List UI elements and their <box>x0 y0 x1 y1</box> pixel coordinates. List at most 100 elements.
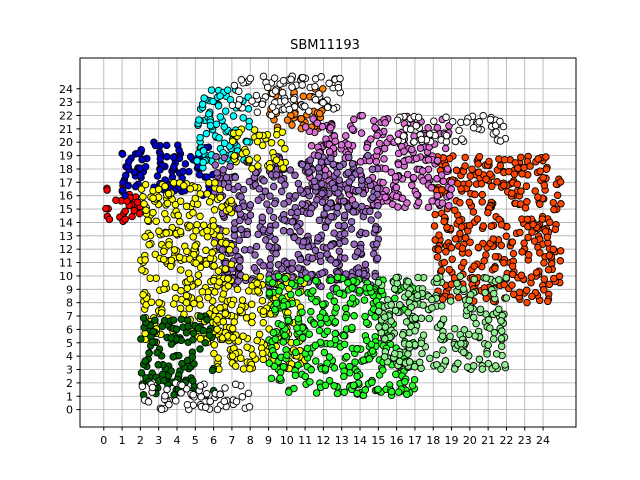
scatter-point <box>144 216 152 225</box>
scatter-point <box>199 326 208 335</box>
scatter-point <box>189 390 197 399</box>
scatter-point <box>362 229 370 238</box>
scatter-point <box>210 239 219 247</box>
scatter-point <box>416 144 425 152</box>
scatter-point <box>301 372 310 381</box>
scatter-point <box>217 253 226 261</box>
scatter-point <box>453 279 461 288</box>
x-tick-label: 14 <box>353 434 367 447</box>
scatter-point <box>312 297 320 306</box>
scatter-point <box>181 160 190 168</box>
scatter-point <box>447 243 456 252</box>
scatter-point <box>301 123 310 131</box>
scatter-point <box>414 273 422 282</box>
scatter-point <box>169 153 178 162</box>
scatter-point <box>358 202 366 211</box>
scatter-point <box>169 316 178 324</box>
scatter-point <box>348 159 357 168</box>
scatter-point <box>155 227 163 235</box>
scatter-point <box>157 309 166 317</box>
scatter-point <box>210 349 218 358</box>
scatter-point <box>145 240 153 249</box>
scatter-point <box>509 290 518 298</box>
scatter-point <box>463 363 472 371</box>
scatter-point <box>468 165 476 173</box>
scatter-point <box>102 204 110 213</box>
scatter-point <box>379 366 387 374</box>
scatter-point <box>367 216 375 224</box>
scatter-point <box>403 199 411 207</box>
scatter-point <box>175 253 184 262</box>
scatter-point <box>182 329 191 337</box>
scatter-point <box>500 280 508 289</box>
scatter-point <box>180 182 188 190</box>
scatter-point <box>194 271 203 279</box>
scatter-point <box>189 209 197 217</box>
scatter-point <box>348 125 357 133</box>
scatter-point <box>317 282 325 291</box>
scatter-point <box>522 286 531 295</box>
scatter-point <box>239 365 248 373</box>
scatter-point <box>460 258 468 267</box>
scatter-point <box>327 154 335 163</box>
scatter-point <box>148 383 157 392</box>
scatter-point <box>177 287 185 295</box>
scatter-point <box>325 148 334 156</box>
scatter-point <box>394 203 402 211</box>
scatter-point <box>256 273 264 281</box>
scatter-point <box>414 198 423 206</box>
scatter-point <box>192 227 200 235</box>
scatter-point <box>340 388 349 396</box>
scatter-point <box>458 135 466 143</box>
scatter-point <box>361 386 370 394</box>
scatter-point <box>147 298 156 306</box>
scatter-point <box>349 381 358 390</box>
scatter-point <box>145 349 153 357</box>
scatter-point <box>517 271 526 280</box>
x-tick-label: 9 <box>265 434 272 447</box>
scatter-point <box>341 229 349 238</box>
scatter-point <box>253 279 261 288</box>
scatter-point <box>167 334 175 342</box>
scatter-point <box>244 389 253 398</box>
scatter-point <box>161 279 170 288</box>
scatter-point <box>141 162 150 171</box>
scatter-point <box>447 178 456 186</box>
scatter-point <box>235 87 243 95</box>
scatter-point <box>183 400 192 409</box>
scatter-point <box>345 153 353 162</box>
scatter-point <box>437 365 445 373</box>
scatter-point <box>375 139 384 148</box>
scatter-point <box>445 265 453 274</box>
scatter-point <box>219 290 228 298</box>
scatter-point <box>491 362 500 370</box>
scatter-point <box>248 97 256 105</box>
scatter-point <box>452 166 461 175</box>
scatter-point <box>440 217 448 226</box>
scatter-point <box>288 83 296 91</box>
scatter-point <box>394 136 402 145</box>
scatter-point <box>232 397 241 406</box>
scatter-point <box>424 203 433 212</box>
scatter-point <box>516 228 524 237</box>
scatter-point <box>203 190 211 198</box>
scatter-point <box>271 335 280 343</box>
scatter-point <box>138 155 147 164</box>
scatter-point <box>286 228 294 236</box>
scatter-point <box>214 267 223 275</box>
scatter-point <box>255 185 263 193</box>
scatter-point <box>387 168 395 177</box>
scatter-point <box>258 213 267 222</box>
scatter-point <box>138 382 147 391</box>
scatter-point <box>136 171 145 179</box>
y-tick-label: 17 <box>59 176 73 189</box>
scatter-point <box>286 166 295 174</box>
scatter-point <box>529 220 537 229</box>
scatter-point <box>521 204 530 212</box>
scatter-point <box>202 389 211 398</box>
scatter-point <box>307 366 315 374</box>
scatter-point <box>475 355 484 364</box>
scatter-point <box>229 112 238 120</box>
scatter-point <box>482 175 490 183</box>
scatter-point <box>259 72 268 81</box>
